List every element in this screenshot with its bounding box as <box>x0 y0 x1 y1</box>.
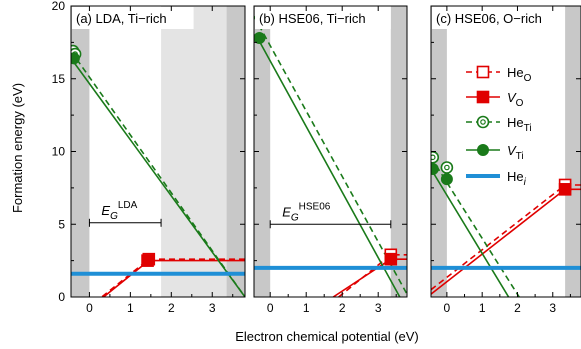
legend-marker <box>476 90 490 104</box>
panel-1: EGLDA (a) LDA, Ti−rich 0 1 2 3 0 5 10 15 20 <box>52 0 246 315</box>
x-tick-label: 0 <box>267 301 274 315</box>
panel-title: (c) HSE06, O−rich <box>436 11 542 26</box>
legend-label-sub: i <box>524 177 527 188</box>
panel-2: EGHSE06 (b) HSE06, Ti−rich 0 1 2 3 <box>253 5 408 315</box>
legend-label: HeO <box>507 65 532 84</box>
marker-he-ti-inner <box>431 154 436 161</box>
conduction-band-light-shade <box>161 6 227 297</box>
series-markers <box>71 44 156 267</box>
marker-v-ti <box>71 52 80 65</box>
legend-label-sub: O <box>524 73 532 84</box>
legend-label-sub: Ti <box>516 151 524 162</box>
band-gap-label: EGLDA <box>101 200 137 222</box>
marker-v-o <box>384 252 398 266</box>
series-v-ti <box>71 57 245 297</box>
x-tick-label: 3 <box>375 301 382 315</box>
x-tick-label: 3 <box>549 301 556 315</box>
x-tick-label: 1 <box>127 301 134 315</box>
legend-label-base: V <box>507 90 517 105</box>
legend-label-base: He <box>507 115 524 130</box>
x-tick-label: 0 <box>86 301 93 315</box>
legend-label-sub: O <box>516 98 524 109</box>
band-gap-subscript: G <box>110 211 118 222</box>
marker-v-ti <box>431 162 439 175</box>
legend-item-he-ti: HeTi <box>466 115 532 134</box>
series-he-ti <box>254 15 407 295</box>
legend-marker <box>476 65 490 79</box>
band-gap-subscript: G <box>291 212 299 223</box>
legend-item-v-ti: VTi <box>466 143 524 162</box>
legend-marker-inner <box>480 119 486 125</box>
legend-item-he-o: HeO <box>466 65 532 84</box>
legend-label-base: V <box>507 143 517 158</box>
marker-v-ti <box>254 32 266 45</box>
x-tick-label: 2 <box>339 301 346 315</box>
panel-title: (b) HSE06, Ti−rich <box>259 11 366 26</box>
panel-title-bg <box>255 7 391 29</box>
x-tick-label: 0 <box>444 301 451 315</box>
series-he-o <box>100 258 245 297</box>
legend-label: HeTi <box>507 115 532 134</box>
y-tick-label: 20 <box>52 0 66 13</box>
legend-label: VTi <box>507 143 524 162</box>
marker-v-o <box>558 183 572 196</box>
y-tick-label: 10 <box>52 145 66 159</box>
legend-marker <box>477 144 489 156</box>
series-he-ti <box>431 156 520 297</box>
band-gap-superscript: LDA <box>118 200 138 211</box>
y-tick-label: 15 <box>52 72 66 86</box>
series-lines <box>431 156 581 297</box>
band-gap-superscript: HSE06 <box>299 201 331 212</box>
y-tick-label: 5 <box>58 217 65 231</box>
panel-title-bg <box>72 7 194 29</box>
marker-v-ti <box>440 173 453 186</box>
marker-he-ti-inner <box>444 164 450 171</box>
marker-he-ti <box>431 151 440 164</box>
series-lines <box>254 15 407 297</box>
y-tick-label: 0 <box>58 290 65 304</box>
marker-he-ti <box>440 161 454 174</box>
band-gap-label: EGHSE06 <box>282 201 331 223</box>
legend-item-he-i: Hei <box>466 169 527 188</box>
panel-3: (c) HSE06, O−rich 0 1 2 3 <box>430 5 581 315</box>
x-tick-label: 2 <box>514 301 521 315</box>
series-he-o <box>431 184 581 291</box>
legend-label-base: He <box>507 65 524 80</box>
legend-label: Hei <box>507 169 527 188</box>
x-tick-label: 3 <box>209 301 216 315</box>
series-markers <box>431 151 572 196</box>
band-gap-symbol: E <box>282 204 291 219</box>
panel-title: (a) LDA, Ti−rich <box>76 11 167 26</box>
series-v-ti <box>431 168 510 297</box>
panel-title-bg <box>432 7 561 29</box>
marker-v-o <box>141 254 154 267</box>
legend-label-base: He <box>507 169 524 184</box>
legend-marker <box>476 115 490 129</box>
series-v-ti <box>256 37 401 297</box>
panel-frame <box>430 5 581 298</box>
legend-label-sub: Ti <box>524 123 532 134</box>
band-gap-symbol: E <box>101 203 110 218</box>
x-tick-label: 1 <box>479 301 486 315</box>
series-markers <box>254 32 398 266</box>
legend-item-v-o: VO <box>466 90 524 109</box>
x-axis-label: Electron chemical potential (eV) <box>235 329 419 344</box>
y-axis-label: Formation energy (eV) <box>10 83 25 213</box>
legend-label: VO <box>507 90 524 109</box>
x-tick-label: 1 <box>303 301 310 315</box>
x-tick-label: 2 <box>168 301 175 315</box>
